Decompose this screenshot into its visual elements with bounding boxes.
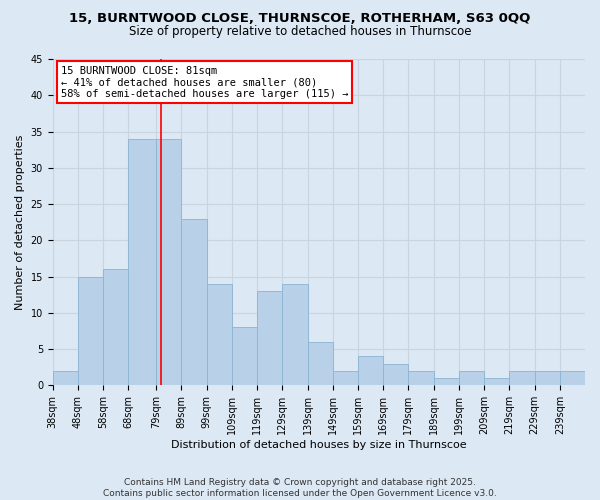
Bar: [283, 284, 308, 386]
Bar: [308, 342, 333, 386]
Text: Size of property relative to detached houses in Thurnscoe: Size of property relative to detached ho…: [129, 25, 471, 38]
Bar: [128, 139, 156, 386]
Bar: [409, 371, 434, 386]
Bar: [383, 364, 409, 386]
Y-axis label: Number of detached properties: Number of detached properties: [15, 134, 25, 310]
Bar: [358, 356, 383, 386]
Bar: [232, 328, 257, 386]
Bar: [156, 139, 181, 386]
Bar: [181, 218, 206, 386]
Bar: [484, 378, 509, 386]
Bar: [434, 378, 459, 386]
Text: Contains HM Land Registry data © Crown copyright and database right 2025.
Contai: Contains HM Land Registry data © Crown c…: [103, 478, 497, 498]
Bar: [53, 371, 78, 386]
Text: 15 BURNTWOOD CLOSE: 81sqm
← 41% of detached houses are smaller (80)
58% of semi-: 15 BURNTWOOD CLOSE: 81sqm ← 41% of detac…: [61, 66, 348, 98]
Bar: [509, 371, 535, 386]
Bar: [333, 371, 358, 386]
Bar: [206, 284, 232, 386]
Bar: [459, 371, 484, 386]
Bar: [560, 371, 585, 386]
Bar: [257, 291, 283, 386]
X-axis label: Distribution of detached houses by size in Thurnscoe: Distribution of detached houses by size …: [171, 440, 467, 450]
Bar: [535, 371, 560, 386]
Text: 15, BURNTWOOD CLOSE, THURNSCOE, ROTHERHAM, S63 0QQ: 15, BURNTWOOD CLOSE, THURNSCOE, ROTHERHA…: [70, 12, 530, 26]
Bar: [103, 270, 128, 386]
Bar: [78, 276, 103, 386]
